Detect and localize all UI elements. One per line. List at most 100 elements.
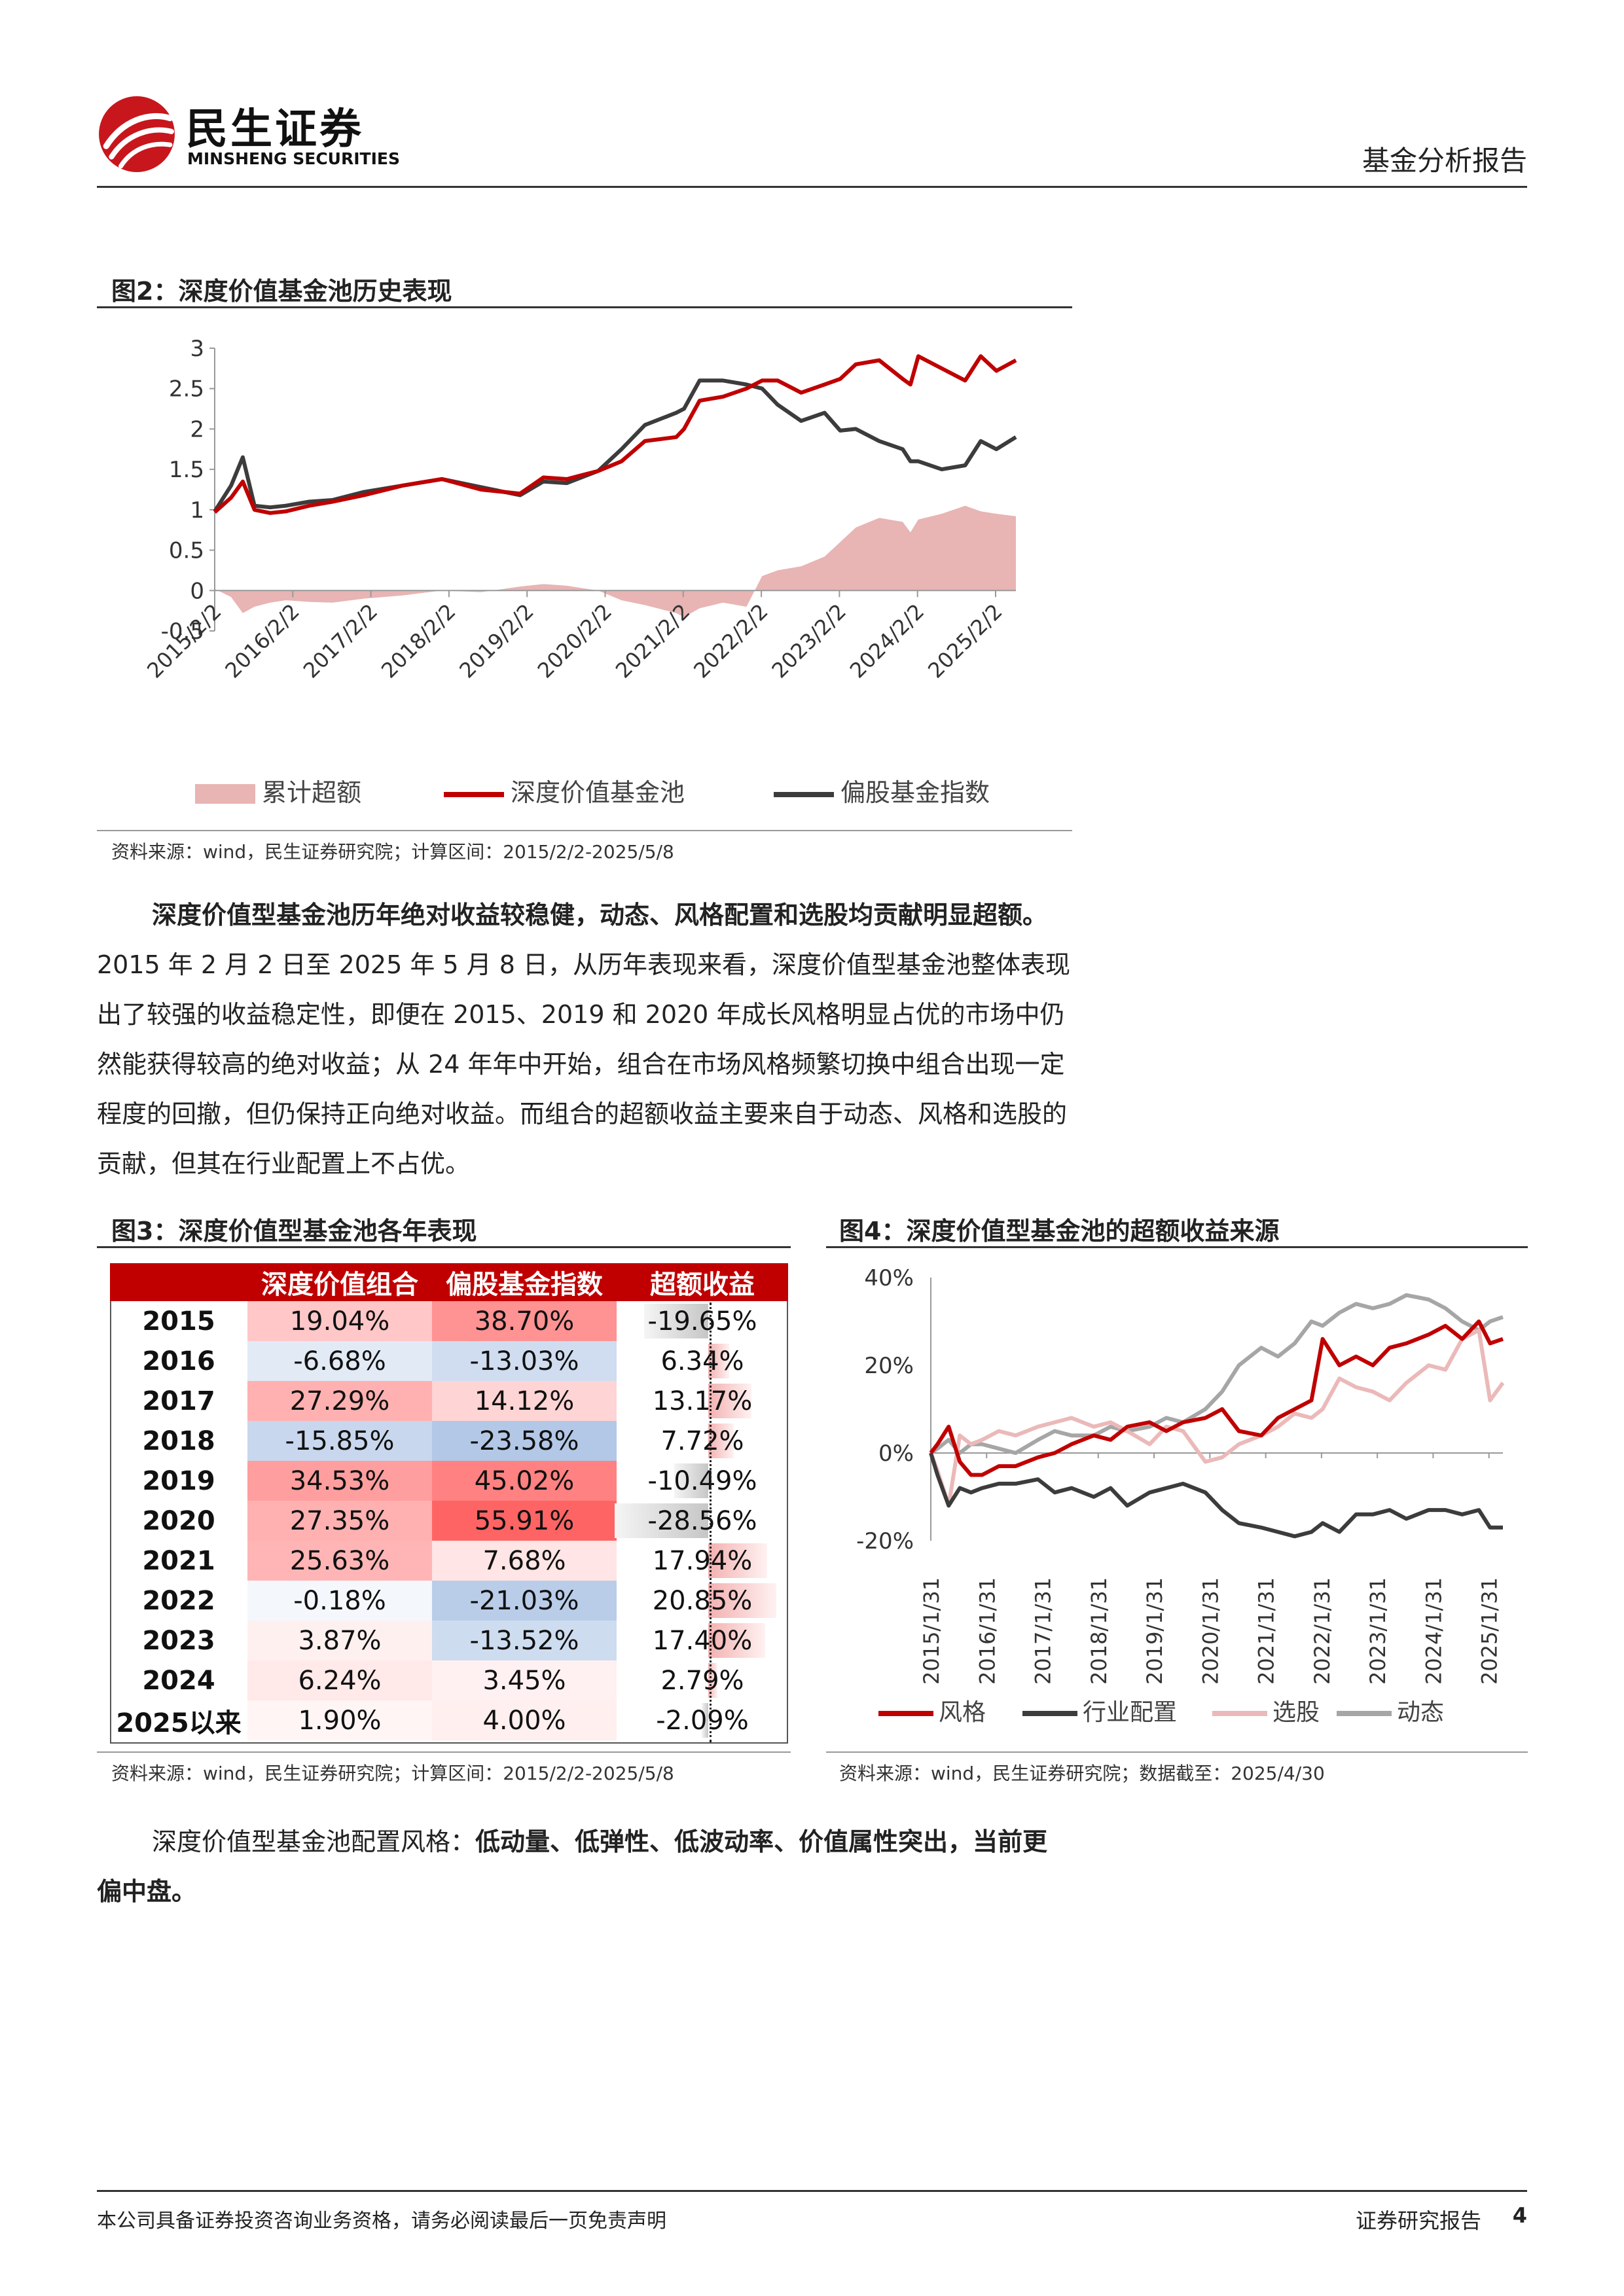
body-paragraph-1: 深度价值型基金池历年绝对收益较稳健，动态、风格配置和选股均贡献明显超额。 2015… <box>97 890 1072 1189</box>
figure2-source-rule <box>97 830 1072 831</box>
x-tick-label: 2017/2/2 <box>298 599 382 683</box>
row-index-return: 7.68% <box>432 1541 617 1581</box>
row-portfolio-return: 3.87% <box>247 1621 432 1660</box>
body-paragraph-2: 深度价值型基金池配置风格：低动量、低弹性、低波动率、价值属性突出，当前更偏中盘。 <box>97 1817 1072 1916</box>
footer-disclaimer: 本公司具备证券投资咨询业务资格，请务必阅读最后一页免责声明 <box>97 2210 666 2233</box>
row-index-return: 45.02% <box>432 1461 617 1501</box>
series-line-2 <box>929 1328 1505 1508</box>
x-tick-label: 2020/1/31 <box>1198 1577 1223 1685</box>
excess-databar <box>708 1384 751 1418</box>
x-tick-label: 2024/2/2 <box>845 599 929 683</box>
logo-text-cn: 民生证券 <box>186 105 364 154</box>
row-excess-return: -2.09% <box>617 1700 788 1740</box>
excess-value: 17.94% <box>652 1545 753 1576</box>
excess-value: 6.34% <box>660 1346 744 1376</box>
figure2-source: 资料来源：wind，民生证券研究院；计算区间：2015/2/2-2025/5/8 <box>111 841 674 863</box>
paragraph2-text: 深度价值型基金池配置风格： <box>152 1827 476 1856</box>
y-tick-label: 3 <box>190 336 204 362</box>
y-tick-label: 1 <box>190 497 204 524</box>
excess-value: -10.49% <box>647 1465 757 1496</box>
figure3-source: 资料来源：wind，民生证券研究院；计算区间：2015/2/2-2025/5/8 <box>111 1763 674 1784</box>
x-tick-label: 2022/1/31 <box>1310 1577 1335 1685</box>
row-year: 2020 <box>142 1505 215 1536</box>
excess-databar <box>674 1463 708 1498</box>
row-portfolio-return: 19.04% <box>247 1301 432 1341</box>
header-portfolio: 深度价值组合 <box>247 1263 432 1301</box>
header-divider <box>97 186 1527 188</box>
series-line-0 <box>929 1319 1504 1477</box>
y-tick-label: 0 <box>190 578 204 604</box>
row-portfolio-return: -6.68% <box>247 1341 432 1381</box>
excess-value: 2.79% <box>660 1665 744 1696</box>
figure4-title-rule <box>826 1246 1528 1248</box>
table-row: 2017 27.29% 14.12% 13.17% <box>110 1381 788 1421</box>
y-tick-label: 0.5 <box>169 538 204 564</box>
row-year: 2018 <box>142 1426 215 1456</box>
figure2-title: 图2：深度价值基金池历史表现 <box>111 277 452 306</box>
legend-pool-label: 深度价值基金池 <box>511 778 685 807</box>
excess-value: 20.85% <box>652 1585 753 1616</box>
excess-databar <box>708 1623 765 1658</box>
row-year: 2024 <box>142 1665 215 1696</box>
figure4-chart: 40% 20% 0% -20%2015/1/31 2016/1/31 2017/1/31 2… <box>856 1265 1505 1726</box>
excess-value: 7.72% <box>660 1426 744 1456</box>
table-row: 2023 3.87% -13.52% 17.40% <box>110 1621 788 1660</box>
series-line-1 <box>929 1452 1503 1539</box>
table-row: 2022 -0.18% -21.03% 20.85% <box>110 1581 788 1621</box>
row-portfolio-return: 27.29% <box>247 1381 432 1421</box>
x-tick-label: 2017/1/31 <box>1031 1577 1056 1685</box>
legend-label: 行业配置 <box>1083 1699 1177 1726</box>
paragraph1-text: 2015 年 2 月 2 日至 2025 年 5 月 8 日，从历年表现来看，深… <box>97 950 1070 1178</box>
y-tick-label: 2.5 <box>169 376 204 403</box>
x-tick-label: 2016/2/2 <box>220 599 304 683</box>
row-index-return: -13.03% <box>432 1341 617 1381</box>
minsheng-logo-icon <box>99 96 175 172</box>
header-index: 偏股基金指数 <box>432 1263 617 1301</box>
x-tick-label: 2019/2/2 <box>454 599 538 683</box>
figure4-source-rule <box>826 1751 1528 1753</box>
performance-table: 深度价值组合 偏股基金指数 超额收益 2015 19.04% 38.70% -19.6… <box>110 1263 788 1740</box>
series-index-line <box>213 378 1017 512</box>
row-excess-return: 17.40% <box>617 1621 788 1660</box>
row-excess-return: 20.85% <box>617 1581 788 1621</box>
row-index-return: 3.45% <box>432 1660 617 1700</box>
table-row: 2018 -15.85% -23.58% 7.72% <box>110 1421 788 1461</box>
row-portfolio-return: 34.53% <box>247 1461 432 1501</box>
x-tick-label: 2024/1/31 <box>1421 1577 1446 1685</box>
x-tick-label: 2023/2/2 <box>767 599 851 683</box>
figure3-source-rule <box>97 1751 791 1753</box>
legend-excess-swatch <box>195 784 255 804</box>
series-line-3 <box>929 1293 1504 1455</box>
row-portfolio-return: 1.90% <box>247 1700 432 1740</box>
row-excess-return: 2.79% <box>617 1660 788 1700</box>
x-tick-label: 2020/2/2 <box>533 599 617 683</box>
figure3-title: 图3：深度价值型基金池各年表现 <box>111 1217 477 1246</box>
row-index-return: 14.12% <box>432 1381 617 1421</box>
y-tick-label: -0.5 <box>161 619 204 645</box>
row-year: 2022 <box>142 1585 215 1616</box>
legend-label: 动态 <box>1397 1699 1444 1726</box>
x-tick-label: 2021/2/2 <box>611 599 695 683</box>
company-logo: 民生证券 MINSHENG SECURITIES <box>97 92 400 177</box>
row-excess-return: 6.34% <box>617 1341 788 1381</box>
header-excess: 超额收益 <box>617 1263 788 1301</box>
row-index-return: 4.00% <box>432 1700 617 1740</box>
footer-report-kind: 证券研究报告 <box>1355 2208 1481 2233</box>
excess-value: -28.56% <box>647 1505 757 1536</box>
series-excess-area <box>215 505 1016 617</box>
excess-value: 13.17% <box>652 1386 753 1416</box>
legend-excess-label: 累计超额 <box>262 778 361 807</box>
table-row: 2024 6.24% 3.45% 2.79% <box>110 1660 788 1700</box>
x-tick-label: 2023/1/31 <box>1365 1577 1390 1685</box>
excess-databar <box>701 1703 708 1738</box>
excess-value: -19.65% <box>647 1306 757 1336</box>
figure3-title-rule <box>97 1246 791 1248</box>
excess-databar <box>615 1503 708 1538</box>
table-row: 2025以来 1.90% 4.00% -2.09% <box>110 1700 788 1740</box>
row-year: 2019 <box>142 1465 215 1496</box>
paragraph1-bold: 深度价值型基金池历年绝对收益较稳健，动态、风格配置和选股均贡献明显超额。 <box>152 901 1048 929</box>
y-tick-label: 0% <box>878 1441 914 1467</box>
excess-value: 17.40% <box>652 1625 753 1656</box>
page-number: 4 <box>1512 2203 1527 2228</box>
row-portfolio-return: -15.85% <box>247 1421 432 1461</box>
